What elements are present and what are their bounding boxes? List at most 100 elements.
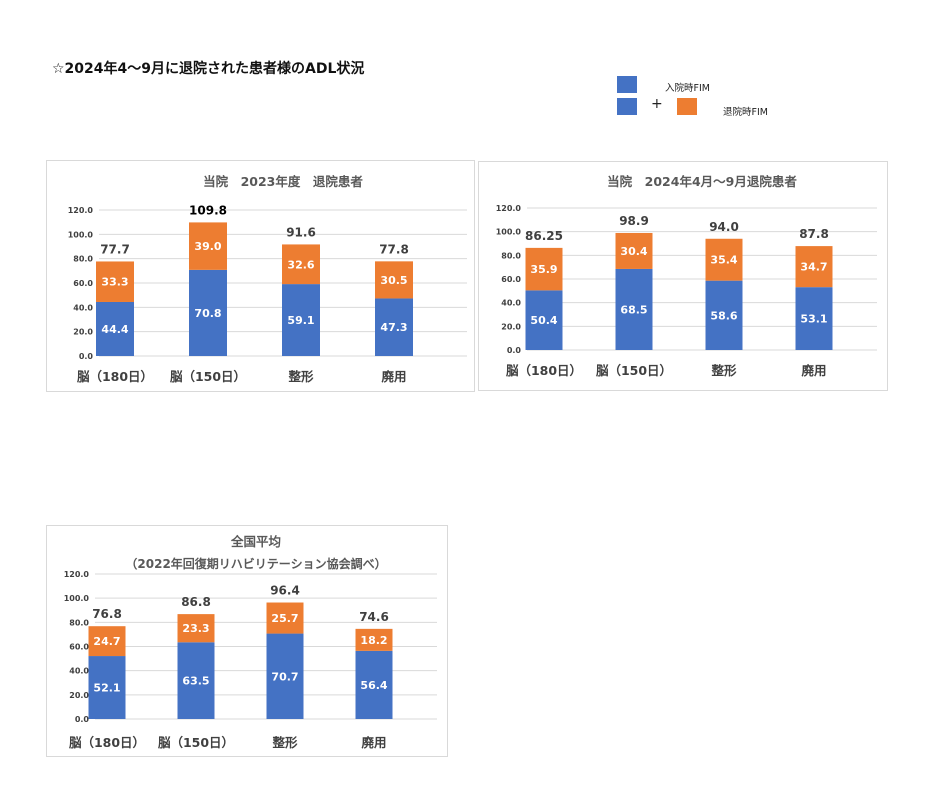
legend: 入院時FIM + 退院時FIM [615, 74, 815, 134]
chart-2024-bar-label-gain: 35.9 [530, 263, 557, 276]
chart-2023-ytick: 120.0 [68, 206, 94, 215]
chart-2023-ytick: 40.0 [73, 303, 93, 312]
chart-2023-bar-gain [282, 244, 320, 285]
chart-national-bar-label-admission: 70.7 [271, 670, 298, 683]
chart-2023-svg: 当院 2023年度 退院患者 0.0 20.0 40.0 60.0 80.0 100.0 12… [68, 174, 467, 384]
chart-2024-category-label: 整形 [711, 363, 737, 378]
chart-national-ytick: 0.0 [75, 715, 90, 724]
chart-2024-ytick: 120.0 [496, 204, 522, 213]
chart-2024-ytick: 40.0 [501, 299, 521, 308]
chart-2023-total-label: 91.6 [286, 225, 316, 239]
chart-2023-ytick: 20.0 [73, 328, 93, 337]
chart-2024-bar-gain [525, 247, 563, 291]
chart-2024-bar-label-admission: 68.5 [620, 303, 647, 316]
chart-2023-bar-admission [282, 284, 320, 356]
chart-2023-category-label: 廃用 [381, 369, 406, 384]
chart-2024-ytick: 80.0 [501, 251, 521, 260]
chart-2023-bar-label-gain: 30.5 [380, 274, 407, 287]
chart-2023-bar-label-admission: 47.3 [380, 321, 407, 334]
chart-2023-total-label: 77.8 [379, 242, 409, 256]
chart-2023-ytick: 80.0 [73, 255, 93, 264]
chart-national-bar-label-admission: 63.5 [182, 675, 209, 688]
chart-national-bar-admission [266, 633, 304, 719]
legend-plus: + [651, 96, 663, 112]
chart-2024-total-label: 94.0 [709, 220, 739, 234]
chart-2024-ytick: 60.0 [501, 275, 521, 284]
chart-national-category-label: 整形 [272, 735, 298, 750]
chart-2024-title: 当院 2024年4月～9月退院患者 [607, 174, 797, 189]
chart-2024-total-label: 86.25 [525, 229, 563, 243]
chart-national-bar-label-gain: 25.7 [271, 612, 298, 625]
chart-2024-bar-label-admission: 53.1 [800, 313, 827, 326]
chart-national-total-label: 96.4 [270, 584, 300, 598]
chart-national-bar-admission [177, 642, 215, 719]
legend-label-discharge: 退院時FIM [723, 107, 768, 118]
chart-2024-bar-gain [705, 238, 743, 281]
chart-national: 全国平均 （2022年回復期リハビリテーション協会調べ） 0.0 20.0 40.0 60… [46, 525, 448, 757]
chart-2024-bar-admission [705, 280, 743, 350]
chart-national-ytick: 40.0 [69, 667, 89, 676]
chart-national-bar-gain [266, 602, 304, 634]
chart-2024-bar-gain [795, 246, 833, 288]
chart-2024-bar-gain [615, 232, 653, 269]
chart-2023-title: 当院 2023年度 退院患者 [203, 174, 363, 189]
chart-2024-bar-admission [615, 268, 653, 350]
chart-national-bar-admission [88, 656, 126, 719]
chart-national-bar-label-admission: 56.4 [360, 679, 387, 692]
chart-national-category-label: 脳（180日） [69, 735, 145, 750]
chart-national-subtitle: （2022年回復期リハビリテーション協会調べ） [125, 556, 386, 571]
chart-national-ytick: 100.0 [64, 594, 90, 603]
legend-swatch-admission-2 [617, 98, 637, 115]
chart-2023-bar-gain [96, 261, 134, 302]
chart-2023-total-label: 77.7 [100, 242, 130, 256]
chart-2023-category-label: 整形 [288, 369, 314, 384]
chart-national-ytick: 60.0 [69, 643, 89, 652]
chart-2024-category-label: 廃用 [801, 363, 826, 378]
chart-national-category-label: 廃用 [361, 735, 386, 750]
chart-national-bar-label-gain: 23.3 [182, 622, 209, 635]
chart-national-ytick: 20.0 [69, 691, 89, 700]
chart-2023-bar-label-admission: 59.1 [287, 314, 314, 327]
chart-2024-bar-admission [525, 290, 563, 350]
chart-2024-ytick: 20.0 [501, 322, 521, 331]
chart-2024-total-label: 87.8 [799, 227, 829, 241]
chart-2023-total-label: 109.8 [189, 203, 227, 217]
chart-2023-ytick: 60.0 [73, 279, 93, 288]
chart-2023-bar-label-gain: 39.0 [194, 240, 221, 253]
chart-national-bar-admission [355, 650, 393, 719]
chart-national-bar-label-gain: 24.7 [93, 635, 120, 648]
chart-national-ytick: 120.0 [64, 570, 90, 579]
chart-2023-bar-label-admission: 44.4 [101, 323, 128, 336]
chart-2024-bar-admission [795, 287, 833, 350]
chart-2024-bar-label-admission: 50.4 [530, 314, 557, 327]
legend-label-admission: 入院時FIM [665, 83, 710, 94]
chart-2023-category-label: 脳（180日） [77, 369, 153, 384]
chart-2024-svg: 当院 2024年4月～9月退院患者 0.0 20.0 40.0 60.0 80.0 100.… [496, 174, 877, 378]
chart-national-total-label: 76.8 [92, 607, 122, 621]
chart-2023-ytick: 0.0 [79, 352, 94, 361]
legend-swatch-discharge [677, 98, 697, 115]
chart-2024-ytick: 0.0 [507, 346, 522, 355]
chart-2023-bar-gain [189, 222, 227, 270]
chart-2024: 当院 2024年4月～9月退院患者 0.0 20.0 40.0 60.0 80.0 100.… [478, 161, 888, 391]
chart-national-svg: 全国平均 （2022年回復期リハビリテーション協会調べ） 0.0 20.0 40.0 60… [64, 534, 437, 750]
chart-national-bar-gain [177, 614, 215, 643]
chart-2023-bar-admission [375, 298, 413, 356]
chart-2023-bar-gain [375, 261, 413, 299]
chart-national-bar-gain [355, 628, 393, 651]
chart-2023-category-label: 脳（150日） [170, 369, 246, 384]
chart-2024-bar-label-gain: 35.4 [710, 254, 737, 267]
chart-national-ytick: 80.0 [69, 618, 89, 627]
chart-2023-ytick: 100.0 [68, 230, 94, 239]
chart-2023-bar-admission [189, 269, 227, 356]
chart-national-bar-gain [88, 626, 126, 657]
chart-national-bar-label-admission: 52.1 [93, 682, 120, 695]
page-title: ☆2024年4～9月に退院された患者様のADL状況 [52, 61, 365, 77]
chart-national-title: 全国平均 [230, 534, 281, 549]
chart-national-total-label: 74.6 [359, 610, 389, 624]
chart-2024-ytick: 100.0 [496, 228, 522, 237]
legend-swatch-admission [617, 76, 637, 93]
chart-2023-bar-label-gain: 32.6 [287, 258, 314, 271]
chart-2023-bar-label-gain: 33.3 [101, 276, 128, 289]
chart-national-total-label: 86.8 [181, 595, 211, 609]
